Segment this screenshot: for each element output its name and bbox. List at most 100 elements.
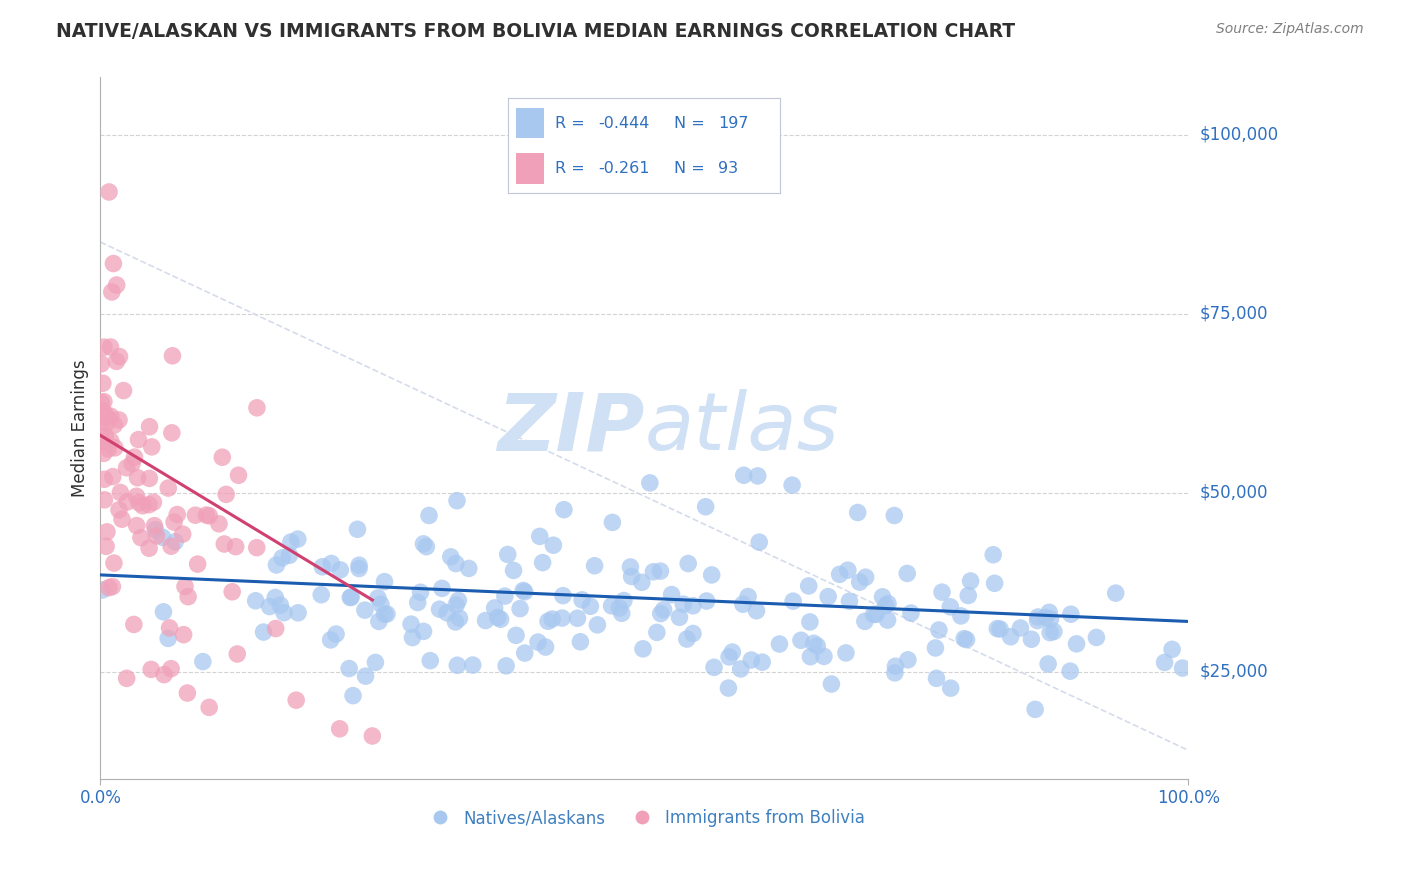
Point (872, 590, 894, 604)
Text: Source: ZipAtlas.com: Source: ZipAtlas.com (1216, 22, 1364, 37)
Legend: Natives/Alaskans, Immigrants from Bolivia: Natives/Alaskans, Immigrants from Bolivi… (416, 803, 872, 834)
Point (361, 729, 384, 743)
Point (813, 649, 835, 664)
Point (415, 540, 437, 554)
Point (399, 617, 422, 632)
Point (877, 597, 900, 611)
Point (579, 599, 602, 614)
Point (703, 660, 725, 674)
Point (461, 658, 484, 673)
Point (152, 605, 174, 619)
Point (90, 357, 112, 371)
Point (285, 693, 308, 707)
Point (115, 460, 138, 475)
Point (537, 615, 560, 629)
Point (1026, 614, 1049, 628)
Point (513, 584, 536, 599)
Point (105, 354, 128, 368)
Point (373, 574, 395, 589)
Point (983, 576, 1005, 591)
Point (1038, 605, 1060, 619)
Point (447, 593, 470, 607)
Point (747, 469, 769, 483)
Point (1036, 657, 1059, 671)
Point (495, 658, 517, 673)
Point (138, 419, 160, 434)
Point (721, 645, 744, 659)
Point (650, 564, 672, 578)
Point (531, 556, 554, 570)
Point (939, 681, 962, 695)
Point (571, 592, 593, 607)
Point (553, 502, 575, 516)
Point (246, 401, 269, 415)
Point (177, 590, 200, 604)
Point (122, 617, 145, 632)
Point (100, 340, 122, 354)
Point (97, 442, 120, 456)
Point (419, 654, 441, 668)
Point (374, 607, 396, 621)
Point (799, 649, 821, 664)
Point (494, 589, 516, 603)
Point (91, 582, 114, 597)
Point (551, 589, 574, 603)
Point (141, 440, 163, 454)
Point (682, 599, 704, 613)
Point (837, 563, 859, 577)
Point (695, 500, 717, 514)
Point (412, 537, 434, 551)
Point (513, 646, 536, 660)
Point (645, 625, 668, 640)
Point (828, 567, 851, 582)
Point (931, 585, 953, 599)
Point (195, 508, 218, 522)
Point (97, 581, 120, 595)
Point (496, 548, 519, 562)
Point (339, 591, 361, 605)
Point (1066, 637, 1088, 651)
Point (115, 671, 138, 685)
Text: NATIVE/ALASKAN VS IMMIGRANTS FROM BOLIVIA MEDIAN EARNINGS CORRELATION CHART: NATIVE/ALASKAN VS IMMIGRANTS FROM BOLIVI… (56, 22, 1015, 41)
Text: $75,000: $75,000 (1199, 305, 1268, 323)
Point (165, 534, 187, 549)
Point (406, 595, 429, 609)
Point (93, 472, 115, 486)
Point (541, 612, 564, 626)
Point (731, 597, 754, 611)
Point (820, 677, 842, 691)
Point (638, 475, 661, 490)
Point (187, 557, 209, 571)
Point (631, 641, 654, 656)
Point (780, 478, 803, 492)
Point (486, 610, 509, 624)
Point (329, 722, 352, 736)
Point (567, 611, 589, 625)
Point (409, 585, 432, 599)
Point (474, 614, 496, 628)
Point (162, 349, 184, 363)
Point (96, 409, 118, 424)
Point (104, 441, 127, 455)
Point (264, 591, 287, 605)
Point (96, 417, 118, 431)
Point (768, 637, 790, 651)
Point (959, 574, 981, 588)
Point (101, 580, 124, 594)
Point (1161, 642, 1184, 657)
Point (436, 606, 458, 620)
Point (96, 524, 118, 539)
Point (1059, 664, 1081, 678)
Point (100, 434, 122, 448)
Point (117, 495, 139, 509)
Point (226, 647, 249, 661)
Point (569, 634, 592, 648)
Point (418, 508, 440, 523)
Point (429, 602, 451, 616)
Point (273, 606, 295, 620)
Point (370, 597, 392, 611)
Point (896, 566, 918, 581)
Point (444, 557, 467, 571)
Point (100, 409, 122, 424)
Point (440, 549, 463, 564)
